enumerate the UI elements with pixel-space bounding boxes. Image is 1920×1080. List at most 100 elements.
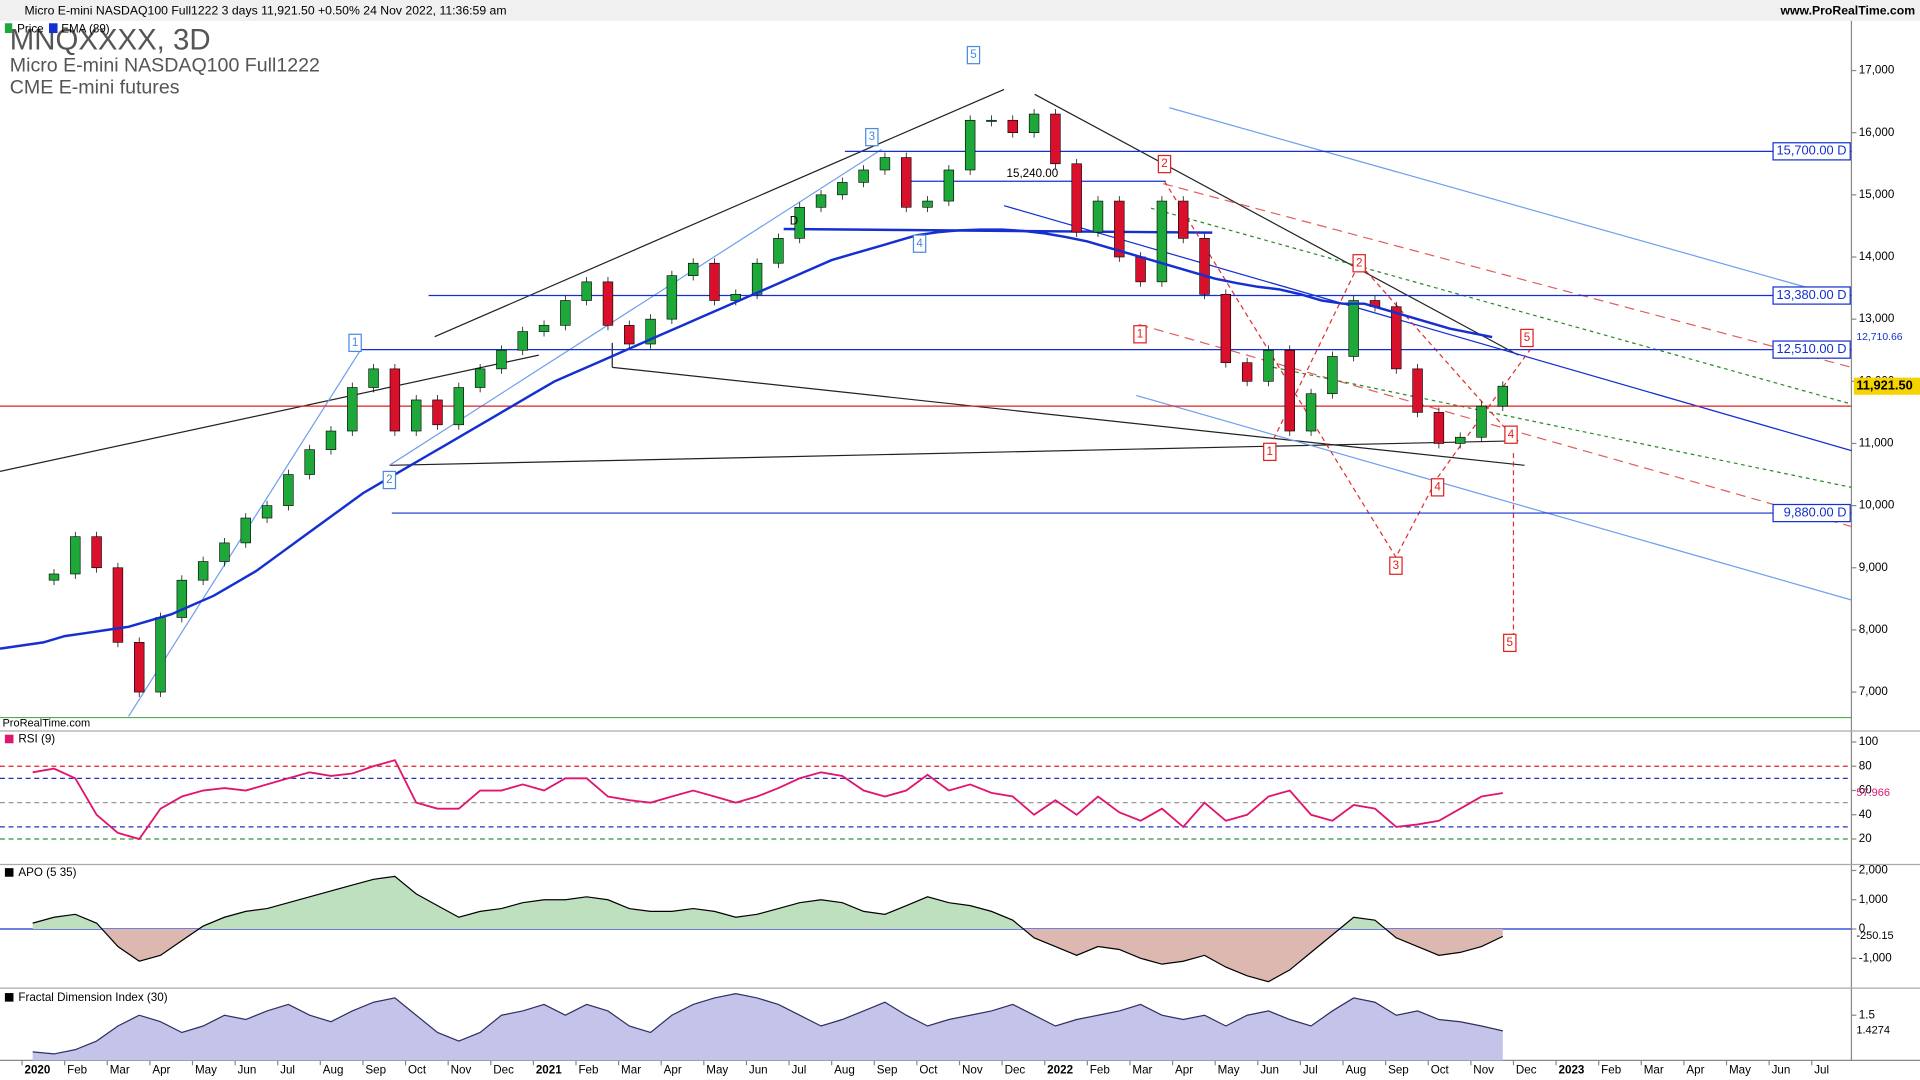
wave-box	[1263, 442, 1277, 462]
wave-label: 4	[1508, 428, 1515, 441]
footer-brand: ProRealTime.com	[2, 718, 90, 730]
candle	[261, 505, 273, 519]
candle	[1455, 436, 1466, 444]
wave-label: 5	[1524, 331, 1530, 344]
candle	[858, 169, 869, 183]
y-tick-label: 20	[1859, 832, 1872, 845]
wave-box	[1157, 154, 1172, 174]
candle	[112, 567, 124, 643]
candle	[70, 536, 81, 575]
x-tick-label: Nov	[1473, 1063, 1494, 1076]
candle	[1284, 349, 1295, 432]
candle	[730, 293, 742, 301]
x-tick-label: Feb	[578, 1063, 598, 1076]
wave-box	[1133, 325, 1147, 344]
candle	[1391, 306, 1402, 370]
candle	[773, 238, 784, 264]
candle	[1220, 293, 1232, 363]
rsi-last-label: 57.966	[1856, 787, 1890, 799]
candle	[219, 542, 230, 562]
candle	[1071, 163, 1082, 233]
y-tick-label: 11,000	[1859, 437, 1894, 450]
y-tick-label: 60	[1859, 784, 1872, 797]
wave-box	[865, 127, 879, 147]
y-tick-label: 16,000	[1859, 126, 1895, 139]
x-tick-label: Sep	[877, 1063, 898, 1076]
candle	[410, 399, 422, 432]
candle	[815, 194, 827, 208]
x-tick-label: Mar	[1132, 1063, 1152, 1076]
candle	[666, 275, 678, 320]
candle	[453, 387, 465, 426]
x-tick-label: May	[1218, 1063, 1240, 1076]
wave-box	[1389, 556, 1403, 575]
apo-area-negative	[101, 929, 1503, 982]
chart-subtitle: CME E-mini futures	[10, 76, 180, 98]
wave-box	[1520, 328, 1534, 348]
candle	[304, 449, 315, 475]
wave-label: 3	[869, 130, 875, 143]
x-tick-label: May	[706, 1063, 728, 1076]
x-tick-label: Jun	[1260, 1063, 1279, 1076]
x-tick-label: Jun	[238, 1063, 257, 1076]
candle	[901, 157, 912, 208]
candle	[1412, 368, 1423, 413]
candle	[325, 430, 337, 450]
x-tick-label: Jun	[749, 1063, 768, 1076]
candle	[986, 119, 997, 122]
x-tick-label: Mar	[1644, 1063, 1664, 1076]
wave-box	[1352, 254, 1366, 273]
candle	[1028, 113, 1040, 133]
candle	[922, 200, 933, 208]
x-tick-label: Feb	[67, 1063, 87, 1076]
level-label: 12,510.00 D	[1777, 341, 1847, 356]
legend-swatch	[4, 23, 13, 34]
x-tick-label: Nov	[962, 1063, 983, 1076]
y-tick-label: 1,000	[1859, 893, 1889, 906]
wave-box	[966, 45, 981, 65]
candle	[134, 642, 145, 693]
candle	[1092, 200, 1104, 233]
wave-box	[912, 234, 927, 253]
x-tick-label: Apr	[664, 1063, 682, 1076]
candle	[368, 368, 379, 388]
x-tick-label: Apr	[152, 1063, 170, 1076]
candle	[1050, 113, 1061, 165]
candle	[709, 262, 720, 301]
wave-box	[382, 470, 397, 490]
y-tick-label: 17,000	[1859, 64, 1895, 77]
y-tick-label: 13,000	[1859, 312, 1895, 325]
candle	[1114, 200, 1125, 258]
candle	[91, 536, 102, 569]
y-tick-label: 80	[1859, 759, 1872, 772]
y-tick-label: 100	[1859, 735, 1879, 748]
y-tick-label: 7,000	[1859, 685, 1889, 698]
wave-box	[348, 333, 362, 353]
wave-label: 1	[1267, 445, 1273, 458]
x-tick-label: Dec	[1516, 1063, 1537, 1076]
candle	[48, 573, 60, 581]
y-tick-label: -1,000	[1859, 951, 1892, 964]
last-price-label: 11,921.50	[1856, 378, 1912, 393]
legend-swatch	[4, 734, 14, 744]
y-tick-label: 14,000	[1859, 250, 1895, 263]
candle	[432, 399, 443, 426]
candle	[1199, 238, 1210, 295]
candle	[240, 517, 251, 544]
level-box	[1772, 286, 1851, 305]
candle	[1305, 393, 1317, 432]
candle	[943, 169, 955, 202]
legend-swatch	[48, 23, 58, 34]
candle	[560, 300, 571, 326]
x-tick-label: Feb	[1601, 1063, 1621, 1076]
candle	[581, 281, 592, 301]
annotation: 15,240.00	[1007, 167, 1059, 180]
header-info: Micro E-mini NASDAQ100 Full1222 3 days 1…	[24, 3, 506, 17]
candle	[1497, 385, 1509, 407]
fdi-area	[32, 993, 1503, 1061]
wave-label: 3	[1393, 559, 1399, 572]
rsi-line	[32, 759, 1503, 841]
ema-last-label: 12,710.66	[1856, 332, 1902, 343]
header-site: www.ProRealTime.com	[1779, 3, 1915, 17]
x-tick-label: Apr	[1175, 1063, 1193, 1076]
